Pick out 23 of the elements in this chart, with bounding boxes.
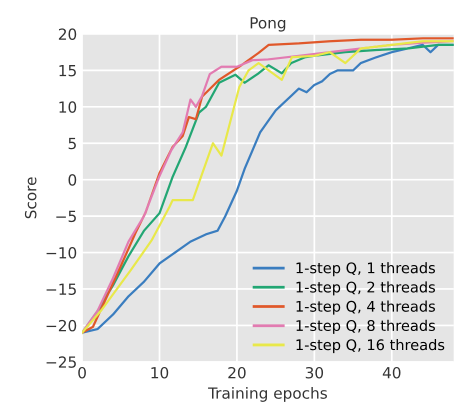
- y-tick-label: 5: [68, 138, 76, 150]
- y-tick-label: −25: [46, 356, 76, 368]
- legend-label: 1-step Q, 8 threads: [296, 320, 435, 334]
- x-tick-label: 10: [151, 366, 168, 379]
- x-tick-label: 0: [78, 366, 86, 379]
- legend-label: 1-step Q, 16 threads: [296, 338, 444, 354]
- legend-label: 1-step Q, 4 threads: [296, 300, 435, 315]
- x-axis-title: Training epochs: [208, 387, 327, 402]
- x-tick-label: 40: [382, 366, 400, 379]
- y-tick-label: 0: [68, 174, 76, 186]
- y-tick-label: −5: [56, 210, 76, 222]
- y-tick-label: 10: [59, 101, 76, 113]
- x-tick-label: 20: [228, 366, 246, 379]
- legend-label: 1-step Q, 1 threads: [296, 262, 435, 276]
- y-tick-label: −10: [46, 247, 76, 259]
- y-tick-label: 20: [58, 28, 76, 40]
- y-tick-label: −15: [46, 284, 76, 295]
- legend-label: 1-step Q, 2 threads: [296, 281, 435, 296]
- y-tick-label: 15: [59, 65, 76, 76]
- chart-title: Pong: [250, 17, 286, 32]
- x-tick-label: 30: [306, 366, 324, 379]
- y-tick-label: −20: [46, 320, 76, 332]
- y-axis-title: Score: [24, 177, 36, 218]
